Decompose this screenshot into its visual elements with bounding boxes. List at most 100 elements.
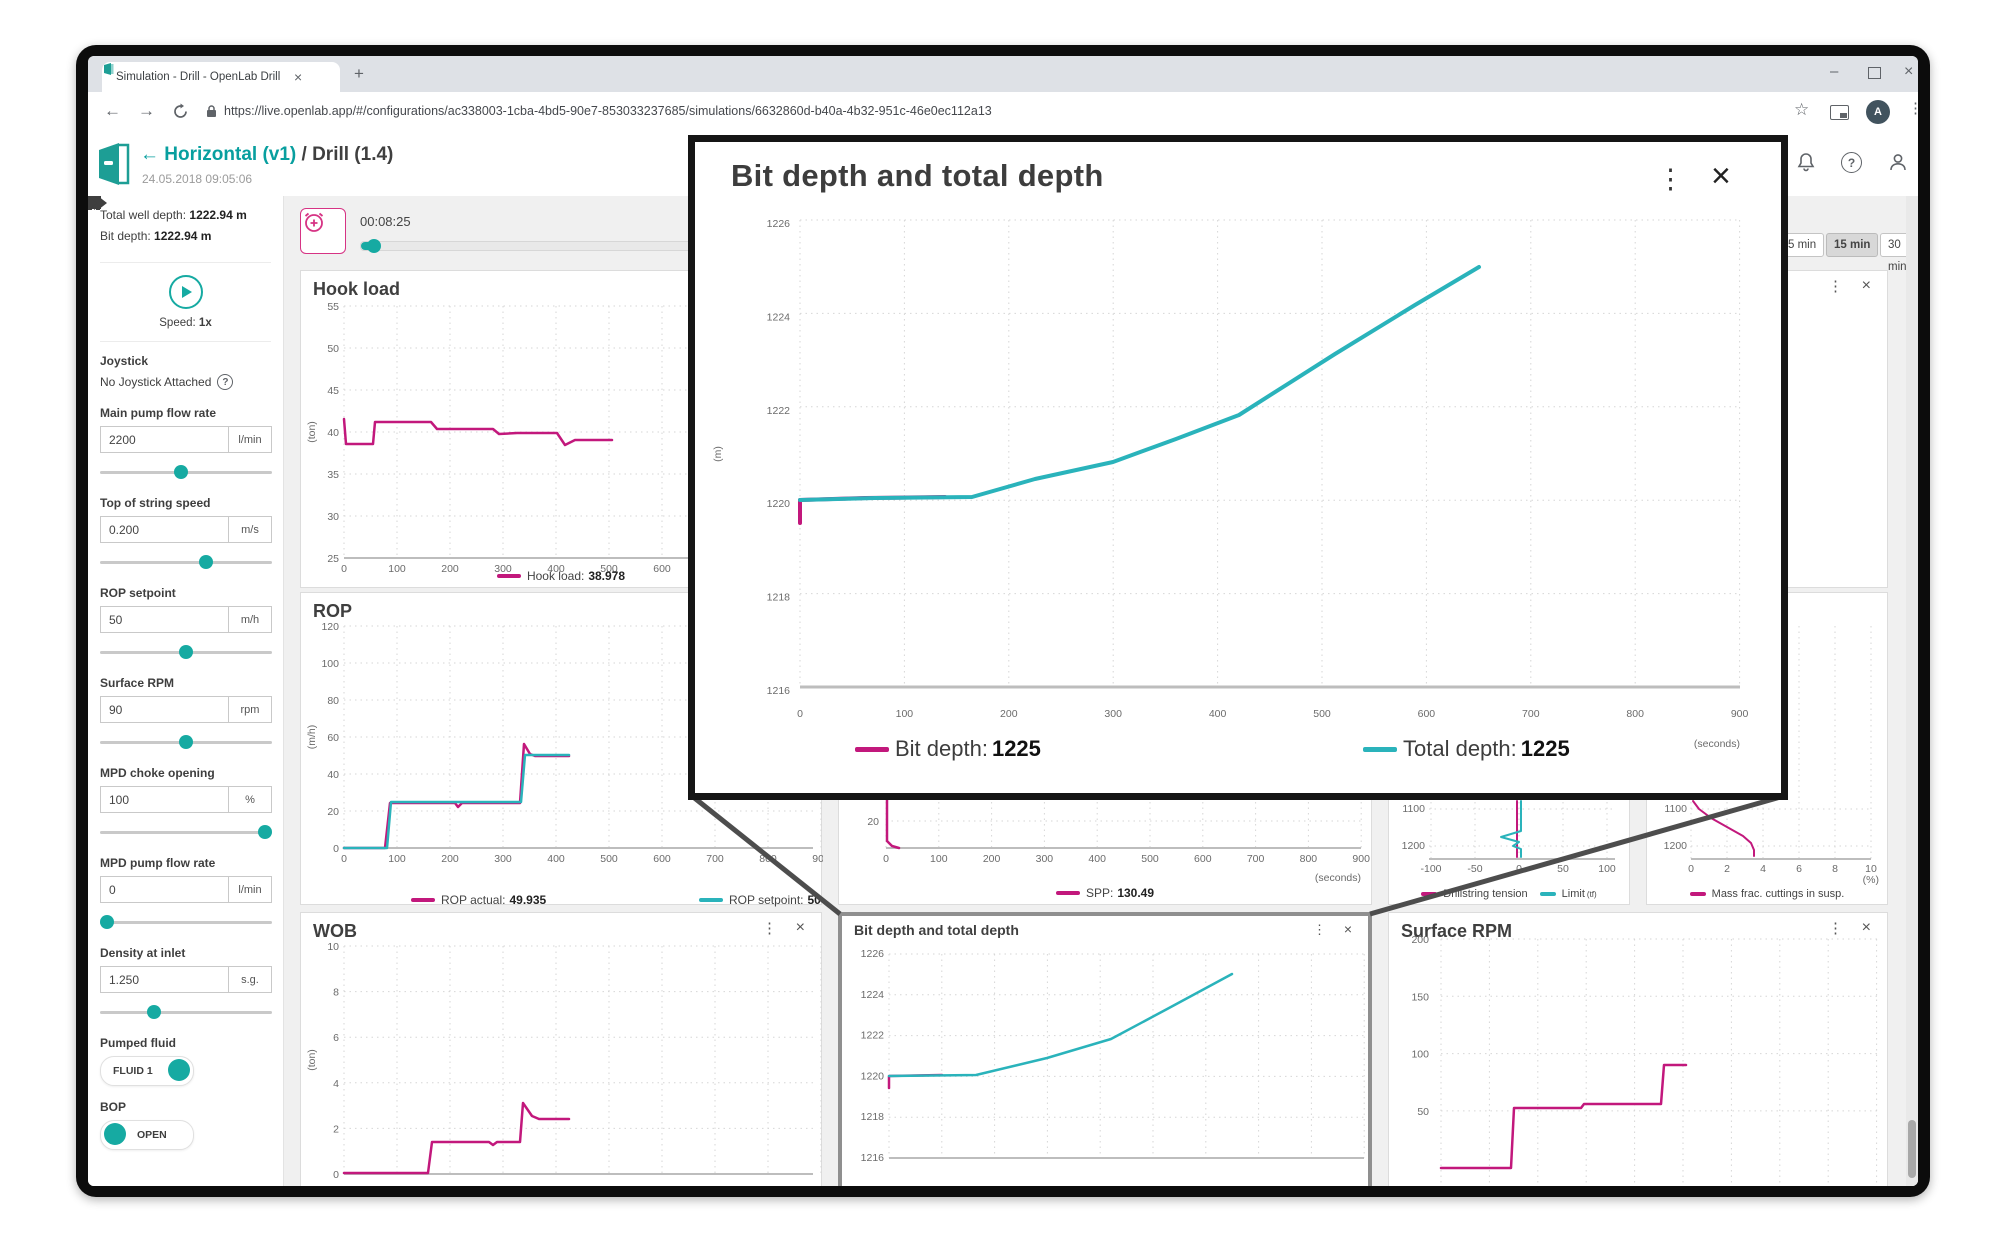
card-menu-icon[interactable]: ⋮ (1828, 920, 1843, 937)
param-unit: rpm (228, 697, 271, 722)
mpd-choke-opening-slider[interactable] (100, 825, 272, 839)
bookmark-star-icon[interactable]: ☆ (1794, 100, 1810, 119)
tab-close-icon[interactable]: × (294, 69, 303, 85)
svg-text:200: 200 (441, 853, 459, 865)
svg-text:100: 100 (388, 563, 406, 575)
bop-toggle[interactable]: OPEN (100, 1120, 194, 1150)
y-axis-ticks: 1226 1224 1222 1220 1218 1216 (861, 948, 1364, 1164)
hook-load-series (342, 417, 614, 447)
joystick-help-icon[interactable]: ? (217, 374, 234, 390)
top-of-string-speed-slider[interactable] (100, 555, 272, 569)
config-back-link[interactable]: ← Horizontal (v1) (140, 144, 297, 165)
card-menu-icon[interactable]: ⋮ (1828, 278, 1843, 295)
x-axis-grid (1440, 939, 1878, 1186)
density-at-inlet-input[interactable] (101, 967, 228, 992)
user-profile-icon[interactable] (1886, 150, 1910, 174)
rop-setpoint-slider[interactable] (100, 645, 272, 659)
reload-icon[interactable] (172, 103, 189, 120)
sidebar: Total well depth: 1222.94 m Bit depth: 1… (88, 196, 284, 1186)
surface-rpm-slider[interactable] (100, 735, 272, 749)
svg-text:200: 200 (983, 853, 1001, 865)
overlay-close-icon[interactable]: × (1711, 157, 1731, 195)
legend-marker (1421, 892, 1438, 896)
svg-text:6: 6 (333, 1032, 339, 1044)
card-close-icon[interactable]: × (1343, 921, 1352, 937)
density-at-inlet-slider[interactable] (100, 1005, 272, 1019)
wob-series (342, 1101, 571, 1175)
svg-text:0: 0 (797, 708, 803, 720)
svg-text:8: 8 (333, 987, 339, 999)
param-label: Density at inlet (100, 946, 186, 960)
total-depth-mini-series (887, 972, 1234, 1078)
scrollbar-thumb[interactable] (1908, 1120, 1916, 1178)
browser-menu-icon[interactable]: ⋮ (1908, 100, 1918, 117)
svg-text:1220: 1220 (767, 498, 791, 510)
param-label: Main pump flow rate (100, 406, 217, 420)
card-close-icon[interactable]: × (795, 919, 805, 936)
pumped-fluid-label: Pumped fluid (100, 1036, 176, 1050)
notifications-bell-icon[interactable] (1794, 150, 1818, 174)
window-close-button[interactable]: × (1904, 63, 1914, 80)
help-icon[interactable]: ? (1841, 152, 1862, 173)
surface-rpm-input[interactable] (101, 697, 228, 722)
main-pump-flow-rate-input[interactable] (101, 427, 228, 452)
svg-text:300: 300 (494, 563, 512, 575)
url-field[interactable]: https://live.openlab.app/#/configuration… (224, 104, 992, 118)
param-unit: m/s (228, 517, 271, 542)
svg-text:50: 50 (327, 343, 339, 355)
dashboard-scrollbar[interactable] (1906, 196, 1918, 1186)
card-close-icon[interactable]: × (1861, 919, 1871, 936)
y-axis-label: (ton) (306, 1049, 318, 1071)
param-label: MPD choke opening (100, 766, 215, 780)
pumped-fluid-toggle[interactable]: FLUID 1 (100, 1056, 194, 1086)
svg-text:8: 8 (1832, 863, 1838, 875)
play-button[interactable] (168, 275, 203, 309)
card-close-icon[interactable]: × (1861, 277, 1871, 294)
svg-text:1220: 1220 (861, 1070, 885, 1082)
forward-icon[interactable]: → (138, 101, 155, 120)
svg-text:600: 600 (1194, 853, 1212, 865)
mpd-pump-flow-rate-slider[interactable] (100, 915, 272, 929)
bit-depth-overlay: Bit depth and total depth ⋮ × 1226 1224 12… (688, 135, 1788, 800)
svg-text:20: 20 (327, 806, 339, 818)
browser-tab[interactable]: Simulation - Drill - OpenLab Drill × (102, 62, 340, 92)
window-minimize-button[interactable]: – (1830, 63, 1839, 80)
svg-text:45: 45 (327, 385, 339, 397)
alarm-clock-plus-icon (304, 212, 324, 232)
card-menu-icon[interactable]: ⋮ (1313, 922, 1326, 937)
new-tab-button[interactable]: + (354, 64, 364, 83)
svg-text:2: 2 (333, 1123, 339, 1135)
svg-text:400: 400 (547, 563, 565, 575)
x-axis-unit: (%) (1863, 874, 1879, 886)
svg-text:4: 4 (1760, 863, 1766, 875)
drillstring-legend: Drillstring tension Limit (tf) (1389, 888, 1629, 900)
svg-text:300: 300 (1036, 853, 1054, 865)
svg-text:4: 4 (333, 1078, 339, 1090)
pip-icon[interactable] (1830, 105, 1849, 120)
back-icon[interactable]: ← (104, 101, 121, 120)
chart-title: Hook load (313, 279, 401, 299)
surface-rpm-card: Surface RPM ⋮ × 200 150 100 50 (1388, 912, 1888, 1186)
bit-depth-mini-card[interactable]: Bit depth and total depth ⋮ × 1226 1224 12… (838, 912, 1372, 1186)
svg-text:500: 500 (600, 563, 618, 575)
svg-text:200: 200 (1000, 708, 1018, 720)
top-of-string-speed-input[interactable] (101, 517, 228, 542)
avatar[interactable]: A (1866, 100, 1890, 124)
main-pump-flow-rate-slider[interactable] (100, 465, 272, 479)
overlay-menu-icon[interactable]: ⋮ (1657, 164, 1684, 194)
y-axis-ticks: 200 150 100 50 (1411, 934, 1877, 1118)
rop-setpoint-input[interactable] (101, 607, 228, 632)
param-group: MPD choke opening % (100, 766, 272, 839)
range-15min-button[interactable]: 15 min (1826, 233, 1879, 257)
card-menu-icon[interactable]: ⋮ (762, 920, 777, 937)
param-unit: l/min (228, 427, 271, 452)
svg-text:1100: 1100 (1402, 803, 1425, 815)
openlab-door-logo (99, 143, 130, 185)
window-maximize-button[interactable] (1868, 67, 1881, 79)
add-alarm-button[interactable] (300, 208, 346, 254)
mpd-choke-opening-input[interactable] (101, 787, 228, 812)
svg-text:1218: 1218 (861, 1111, 885, 1123)
mpd-pump-flow-rate-input[interactable] (101, 877, 228, 902)
svg-text:55: 55 (327, 301, 339, 313)
svg-text:10: 10 (1865, 863, 1877, 875)
